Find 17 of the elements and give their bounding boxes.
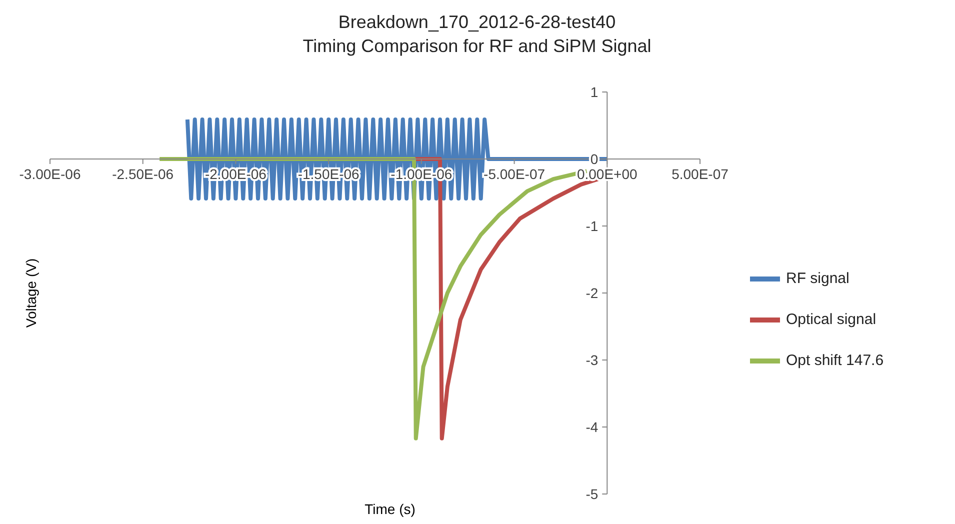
y-tick-label: 1 — [590, 84, 598, 100]
y-tick-label: -2 — [586, 285, 598, 301]
chart-title: Breakdown_170_2012-6-28-test40 — [337, 11, 617, 34]
x-tick-label: -5.00E-07 — [484, 166, 546, 182]
x-axis-title: Time (s) — [364, 501, 416, 517]
chart-subtitle: Timing Comparison for RF and SiPM Signal — [302, 35, 652, 58]
legend-label: Opt shift 147.6 — [786, 352, 884, 369]
y-tick-label: -3 — [586, 352, 598, 368]
x-tick-label: -3.00E-06 — [19, 166, 81, 182]
y-tick-label: -1 — [586, 218, 598, 234]
legend-label: RF signal — [786, 270, 850, 287]
y-axis-title: Voltage (V) — [23, 258, 39, 328]
y-tick-label: -5 — [586, 486, 598, 502]
x-tick-label: -2.50E-06 — [112, 166, 174, 182]
legend-label: Optical signal — [786, 311, 876, 328]
x-tick-label: 5.00E-07 — [672, 166, 729, 182]
y-tick-label: -4 — [586, 419, 598, 435]
